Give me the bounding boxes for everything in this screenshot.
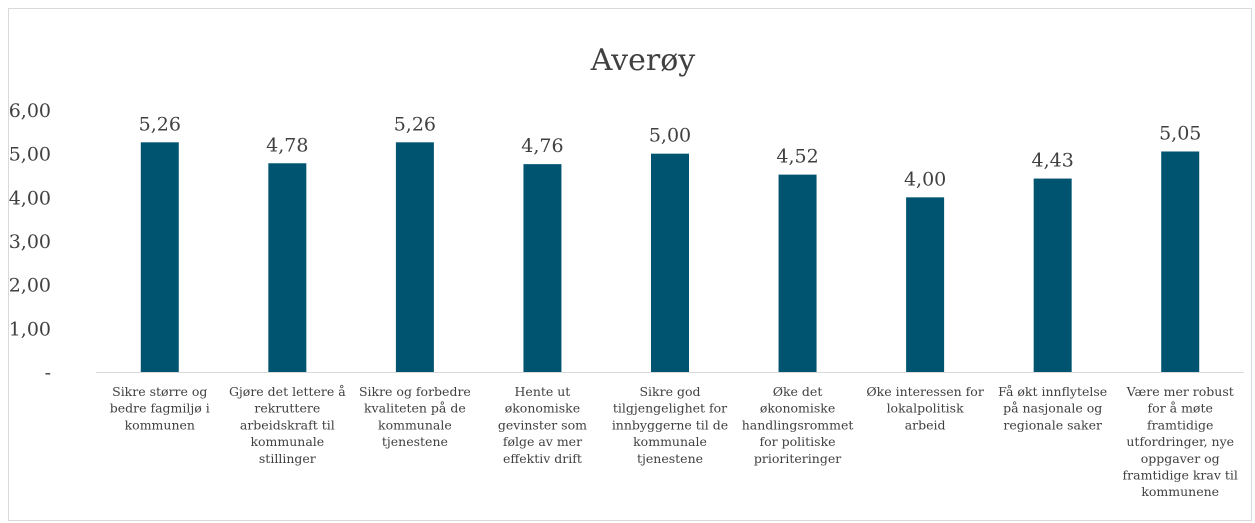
data-label: 4,78 xyxy=(266,134,308,156)
chart-frame: Averøy - 1,00 2,00 3,00 4,00 5,00 6,00 5,26 4,7… xyxy=(8,8,1252,521)
bar xyxy=(395,142,434,372)
bars-group xyxy=(140,142,1200,372)
x-tick-label: rekruttere xyxy=(254,401,320,416)
x-tick-label: prioriteringer xyxy=(754,451,841,466)
x-tick-label: arbeidskraft til xyxy=(240,417,335,432)
x-tick-label: kommunene xyxy=(1141,484,1219,499)
data-labels-group: 5,26 4,78 5,26 4,76 5,00 4,52 4,00 4,43 5,05 xyxy=(139,113,1202,190)
y-tick-label: 4,00 xyxy=(9,187,51,209)
x-tick-label: kommunale xyxy=(633,434,707,449)
x-tick-label: framtidige krav til xyxy=(1123,468,1238,483)
y-tick-label: 3,00 xyxy=(9,231,51,253)
data-label: 5,05 xyxy=(1159,122,1201,144)
x-tick-label: regionale saker xyxy=(1003,417,1102,432)
x-tick-label: oppgaver og xyxy=(1141,451,1220,466)
x-tick-label: arbeid xyxy=(905,417,946,432)
bar xyxy=(140,142,179,372)
bar xyxy=(1161,151,1200,372)
x-tick-label: Sikre god xyxy=(639,384,700,399)
data-label: 4,76 xyxy=(521,135,563,157)
x-tick-label: kommunen xyxy=(125,417,195,432)
x-tick-label: Hente ut xyxy=(515,384,571,399)
x-tick-label: stillinger xyxy=(259,451,316,466)
bar xyxy=(651,153,689,372)
x-tick-label: økonomiske xyxy=(505,401,580,416)
x-tick-label: tilgjengelighet for xyxy=(613,401,727,416)
x-tick-label: kommunale xyxy=(250,434,324,449)
x-tick-label: Øke interessen for xyxy=(866,384,983,399)
y-tick-label: 6,00 xyxy=(9,100,51,122)
data-label: 5,26 xyxy=(394,113,436,135)
bar xyxy=(523,164,562,372)
x-tick-label: bedre fagmiljø i xyxy=(110,401,210,416)
x-tick-label: økonomiske xyxy=(760,401,835,416)
data-label: 4,00 xyxy=(904,168,946,190)
x-tick-label: Få økt innflytelse xyxy=(998,384,1107,399)
bar xyxy=(778,174,817,372)
data-label: 4,43 xyxy=(1032,150,1074,172)
x-tick-label: Øke det xyxy=(773,384,823,399)
x-tick-label: innbyggerne til de xyxy=(612,417,728,432)
x-tick-label: handlingsrommet xyxy=(742,417,854,432)
x-tick-label: tjenestene xyxy=(382,434,448,449)
chart-title: Averøy xyxy=(590,43,696,78)
x-tick-label: for å møte xyxy=(1148,401,1213,416)
x-tick-label: Gjøre det lettere å xyxy=(229,384,346,399)
bar xyxy=(1033,178,1072,372)
x-tick-label: effektiv drift xyxy=(503,451,582,466)
x-tick-label: utfordringer, nye xyxy=(1126,434,1234,449)
data-label: 4,52 xyxy=(776,146,818,168)
x-tick-label: framtidige xyxy=(1147,417,1213,432)
x-tick-label: følge av mer xyxy=(503,434,582,449)
x-tick-label: for politiske xyxy=(760,434,836,449)
data-label: 5,26 xyxy=(139,113,181,135)
x-tick-label: kvaliteten på de xyxy=(364,401,466,416)
y-tick-label: 5,00 xyxy=(9,144,51,166)
y-tick-label: 2,00 xyxy=(9,275,51,297)
bar xyxy=(906,197,945,372)
y-tick-label: - xyxy=(45,362,51,384)
x-tick-label: Sikre og forbedre xyxy=(359,384,471,399)
bar xyxy=(268,163,307,372)
x-tick-label: gevinster som xyxy=(498,417,587,432)
x-tick-label: Sikre større og xyxy=(112,384,207,399)
bar-chart: Averøy - 1,00 2,00 3,00 4,00 5,00 6,00 5,26 4,7… xyxy=(9,43,1244,499)
x-tick-label: Være mer robust xyxy=(1126,384,1234,399)
x-tick-label: på nasjonale og xyxy=(1003,401,1102,416)
y-tick-label: 1,00 xyxy=(9,318,51,340)
x-tick-label: kommunale xyxy=(378,417,452,432)
x-tick-label: tjenestene xyxy=(637,451,703,466)
data-label: 5,00 xyxy=(649,125,691,147)
y-axis: - 1,00 2,00 3,00 4,00 5,00 6,00 xyxy=(9,100,51,384)
x-tick-label: lokalpolitisk xyxy=(887,401,965,416)
